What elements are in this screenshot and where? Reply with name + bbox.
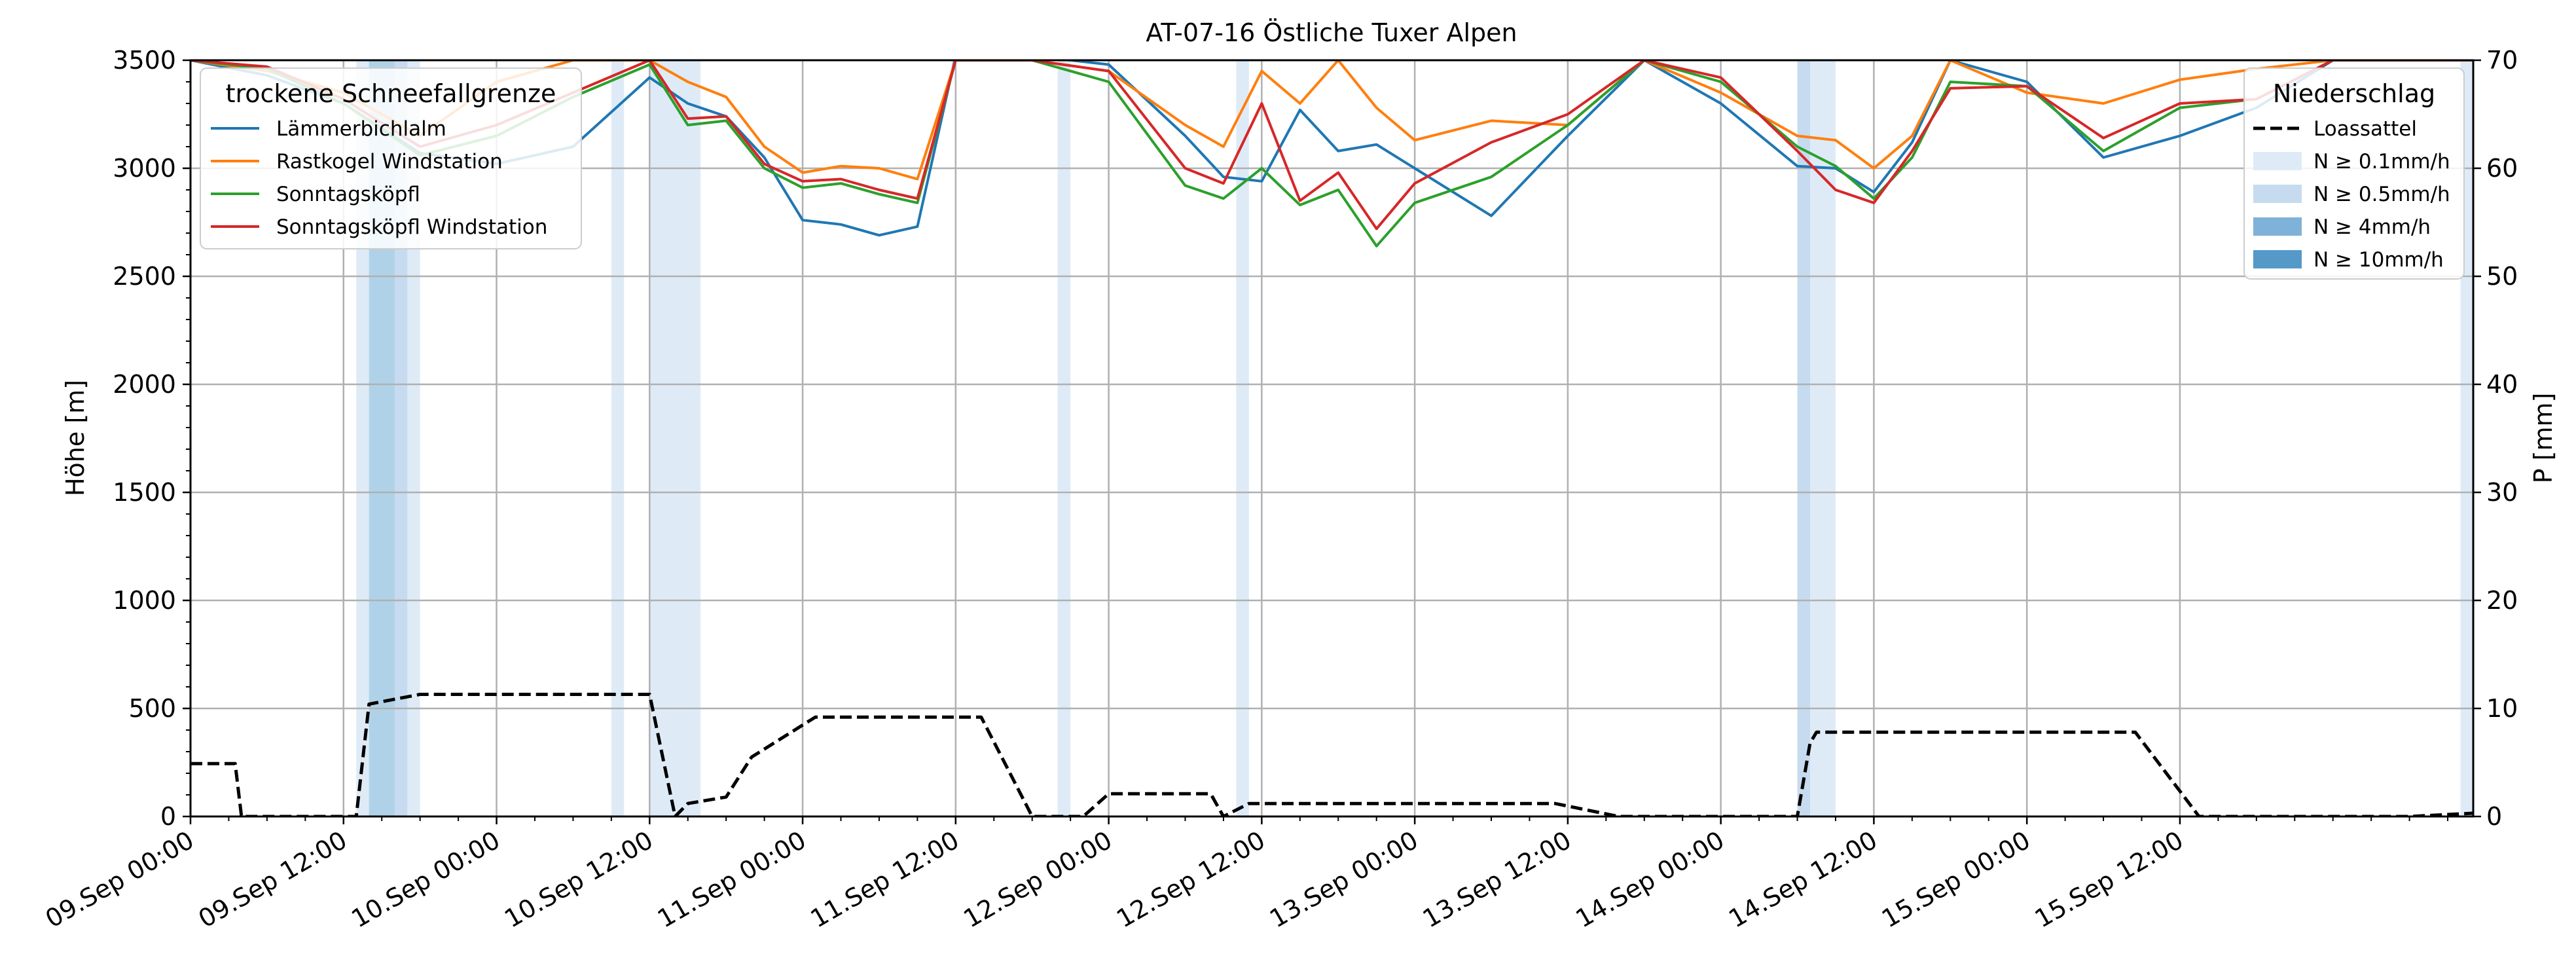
legend-niederschlag: Niederschlag Loassattel N ≥ 0.1mm/h N ≥ … bbox=[2243, 67, 2465, 280]
legend-label-sonntagskoepfl-wind: Sonntagsköpfl Windstation bbox=[276, 215, 547, 239]
tick-label-y2-0: 0 bbox=[2486, 802, 2502, 831]
tick-label-y-3000: 3000 bbox=[113, 154, 176, 183]
legend-left-title: trockene Schneefallgrenze bbox=[226, 79, 556, 108]
legend-label-n4: N ≥ 4mm/h bbox=[2313, 215, 2431, 239]
tick-label-y-3500: 3500 bbox=[113, 46, 176, 75]
tick-label-y2-70: 70 bbox=[2486, 46, 2518, 75]
y-axis-label: Höhe [m] bbox=[61, 380, 90, 496]
chart-title: AT-07-16 Östliche Tuxer Alpen bbox=[1146, 18, 1517, 47]
tick-label-y-1500: 1500 bbox=[113, 478, 176, 507]
tick-label-y2-20: 20 bbox=[2486, 586, 2518, 615]
legend-label-loassattel: Loassattel bbox=[2313, 117, 2417, 141]
legend-label-n05: N ≥ 0.5mm/h bbox=[2313, 183, 2450, 206]
tick-label-y2-40: 40 bbox=[2486, 370, 2518, 399]
tick-label-y-2500: 2500 bbox=[113, 262, 176, 291]
plot-frame bbox=[189, 59, 2475, 818]
tick-label-y2-50: 50 bbox=[2486, 262, 2518, 291]
legend-label-sonntagskoepfl: Sonntagsköpfl bbox=[276, 183, 420, 206]
precip-band-8 bbox=[1797, 60, 1811, 816]
legend-left-box bbox=[200, 67, 582, 249]
legend-swatch-n10 bbox=[2253, 250, 2302, 268]
legend-swatch-n05 bbox=[2253, 185, 2302, 203]
precip-band-5 bbox=[1057, 60, 1071, 816]
tick-label-y2-60: 60 bbox=[2486, 154, 2518, 183]
legend-label-n10: N ≥ 10mm/h bbox=[2313, 248, 2444, 272]
series-line-sonntagsk-pfl-windstation bbox=[190, 60, 2473, 230]
legend-label-laemmerbichlalm: Lämmerbichlalm bbox=[276, 117, 446, 141]
series-line-sonntagsk-pfl bbox=[190, 60, 2473, 247]
legend-right-title: Niederschlag bbox=[2273, 79, 2435, 108]
tick-label-y2-30: 30 bbox=[2486, 478, 2518, 507]
legend-swatch-n4 bbox=[2253, 217, 2302, 236]
legend-label-rastkogel: Rastkogel Windstation bbox=[276, 150, 503, 174]
precip-band-4 bbox=[649, 60, 701, 816]
series-line-loassattel bbox=[190, 693, 2473, 816]
precip-band-3 bbox=[611, 60, 625, 816]
y2-axis-label: P [mm] bbox=[2529, 393, 2558, 484]
tick-label-y-1000: 1000 bbox=[113, 586, 176, 615]
legend-label-n01: N ≥ 0.1mm/h bbox=[2313, 150, 2450, 174]
legend-schneefallgrenze: trockene Schneefallgrenze Lämmerbichlalm… bbox=[200, 67, 582, 249]
tick-label-y-0: 0 bbox=[160, 802, 176, 831]
tick-label-y2-10: 10 bbox=[2486, 694, 2518, 723]
legend-swatch-n01 bbox=[2253, 152, 2302, 170]
series-line-rastkogel-windstation bbox=[190, 60, 2473, 181]
precip-band-6 bbox=[1236, 60, 1249, 816]
tick-label-y-500: 500 bbox=[128, 694, 176, 723]
series-lines bbox=[190, 60, 2473, 816]
tick-label-y-2000: 2000 bbox=[113, 370, 176, 399]
